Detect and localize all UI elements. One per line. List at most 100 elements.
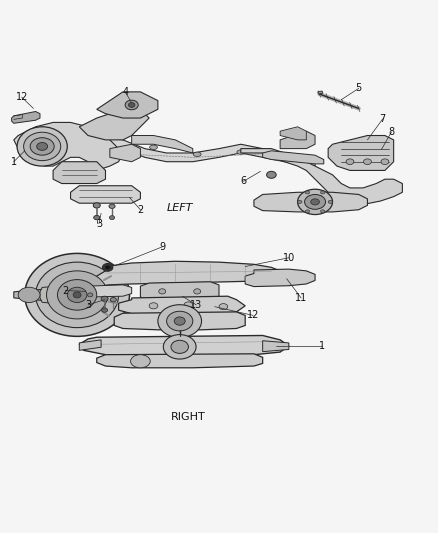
- Ellipse shape: [17, 127, 67, 166]
- Ellipse shape: [93, 203, 100, 208]
- Text: 1: 1: [318, 341, 325, 351]
- Ellipse shape: [304, 195, 325, 209]
- Polygon shape: [79, 109, 149, 140]
- Ellipse shape: [297, 200, 302, 204]
- Ellipse shape: [171, 340, 188, 353]
- Ellipse shape: [158, 305, 201, 337]
- Polygon shape: [280, 127, 306, 140]
- Polygon shape: [280, 131, 315, 149]
- Polygon shape: [53, 161, 106, 183]
- Polygon shape: [14, 123, 123, 171]
- Ellipse shape: [311, 199, 319, 205]
- Ellipse shape: [219, 304, 228, 310]
- Text: 3: 3: [96, 219, 102, 229]
- Polygon shape: [79, 335, 289, 356]
- Ellipse shape: [346, 159, 354, 165]
- Ellipse shape: [109, 204, 115, 208]
- Ellipse shape: [159, 289, 166, 294]
- Polygon shape: [92, 261, 280, 286]
- Text: 3: 3: [85, 300, 91, 310]
- Polygon shape: [263, 341, 289, 352]
- Polygon shape: [71, 185, 141, 203]
- Polygon shape: [141, 282, 219, 300]
- Polygon shape: [114, 312, 245, 330]
- Polygon shape: [53, 135, 315, 166]
- Ellipse shape: [30, 138, 54, 155]
- Ellipse shape: [305, 191, 310, 194]
- Ellipse shape: [57, 280, 97, 310]
- Ellipse shape: [305, 210, 310, 213]
- Polygon shape: [328, 135, 394, 171]
- Polygon shape: [40, 285, 73, 305]
- Ellipse shape: [105, 265, 110, 269]
- Ellipse shape: [128, 102, 135, 107]
- Ellipse shape: [328, 200, 332, 204]
- Ellipse shape: [102, 263, 113, 271]
- Ellipse shape: [166, 311, 193, 331]
- Polygon shape: [132, 135, 193, 153]
- Ellipse shape: [75, 151, 83, 155]
- Ellipse shape: [267, 171, 276, 179]
- Text: 2: 2: [62, 286, 68, 295]
- Text: 2: 2: [137, 205, 144, 215]
- Polygon shape: [110, 144, 141, 161]
- Ellipse shape: [174, 317, 185, 325]
- Polygon shape: [79, 285, 132, 297]
- Text: 5: 5: [356, 83, 362, 93]
- Polygon shape: [12, 111, 40, 123]
- Ellipse shape: [194, 289, 201, 294]
- Polygon shape: [263, 151, 324, 164]
- Ellipse shape: [268, 152, 276, 156]
- Ellipse shape: [149, 303, 158, 309]
- Ellipse shape: [131, 354, 150, 368]
- Ellipse shape: [37, 142, 48, 150]
- Ellipse shape: [321, 210, 325, 213]
- Polygon shape: [245, 269, 315, 287]
- Ellipse shape: [150, 145, 157, 149]
- Text: 12: 12: [15, 92, 28, 102]
- Ellipse shape: [102, 308, 108, 312]
- Text: 12: 12: [247, 310, 259, 320]
- Text: 13: 13: [190, 300, 202, 310]
- Text: 6: 6: [240, 176, 247, 187]
- Ellipse shape: [24, 132, 61, 160]
- Ellipse shape: [106, 144, 114, 149]
- Polygon shape: [79, 340, 101, 350]
- Text: 1: 1: [11, 157, 17, 167]
- Polygon shape: [14, 289, 53, 301]
- Ellipse shape: [88, 293, 93, 297]
- Ellipse shape: [193, 152, 201, 157]
- Polygon shape: [318, 91, 323, 94]
- Ellipse shape: [110, 216, 115, 220]
- Polygon shape: [119, 296, 245, 316]
- Ellipse shape: [125, 100, 138, 110]
- Text: 4: 4: [122, 87, 128, 97]
- Ellipse shape: [18, 287, 40, 303]
- Ellipse shape: [364, 159, 371, 165]
- Polygon shape: [241, 149, 403, 205]
- Ellipse shape: [67, 287, 87, 303]
- Ellipse shape: [35, 262, 119, 328]
- Ellipse shape: [110, 297, 117, 302]
- Text: 10: 10: [283, 253, 295, 263]
- Ellipse shape: [321, 191, 325, 194]
- Ellipse shape: [25, 253, 130, 336]
- Ellipse shape: [101, 296, 108, 302]
- Polygon shape: [254, 192, 367, 212]
- Text: LEFT: LEFT: [166, 203, 193, 213]
- Text: 8: 8: [389, 127, 395, 137]
- Polygon shape: [97, 92, 158, 118]
- Text: 11: 11: [295, 293, 307, 303]
- Ellipse shape: [381, 159, 389, 165]
- Ellipse shape: [237, 150, 245, 154]
- Ellipse shape: [297, 189, 332, 215]
- Text: RIGHT: RIGHT: [171, 412, 206, 422]
- Text: 9: 9: [159, 242, 165, 252]
- Ellipse shape: [163, 335, 196, 359]
- Text: 7: 7: [380, 114, 386, 124]
- Ellipse shape: [46, 271, 108, 319]
- Ellipse shape: [184, 302, 193, 308]
- Ellipse shape: [289, 156, 297, 160]
- Ellipse shape: [94, 215, 100, 220]
- Polygon shape: [97, 354, 263, 368]
